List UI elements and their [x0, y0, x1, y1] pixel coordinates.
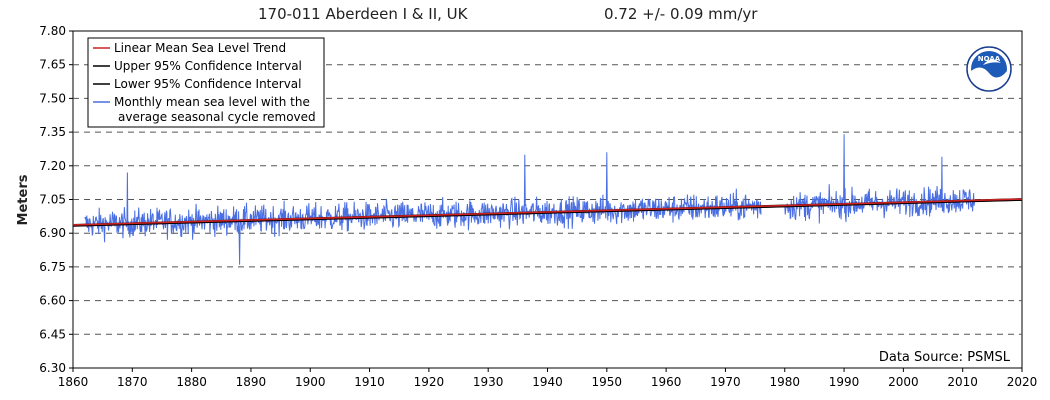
- legend-label-trend: Linear Mean Sea Level Trend: [114, 41, 286, 55]
- y-axis-ticks: 7.80 7.65 7.50 7.35 7.20 7.05 6.90 6.75 6.60 6.45…: [39, 24, 73, 375]
- x-tick-label: 1980: [769, 375, 800, 389]
- x-tick-label: 1990: [829, 375, 860, 389]
- x-tick-label: 1860: [58, 375, 89, 389]
- x-tick-label: 1930: [473, 375, 504, 389]
- lower-confidence-line: [72, 199, 1023, 227]
- x-tick-label: 1950: [592, 375, 623, 389]
- y-tick-label: 7.20: [39, 159, 66, 173]
- x-tick-label: 1900: [295, 375, 326, 389]
- legend-label-monthly-line2: average seasonal cycle removed: [118, 110, 316, 124]
- legend-label-monthly: Monthly mean sea level with the: [114, 95, 310, 109]
- y-tick-label: 7.80: [39, 24, 66, 38]
- y-tick-label: 6.75: [39, 260, 66, 274]
- noaa-logo-text: NOAA: [978, 55, 1001, 63]
- y-tick-label: 6.60: [39, 294, 66, 308]
- legend-label-upper: Upper 95% Confidence Interval: [114, 59, 302, 73]
- x-tick-label: 1910: [354, 375, 385, 389]
- x-tick-label: 2010: [947, 375, 978, 389]
- x-axis-ticks: 1860 1870 1880 1890 1900 1910 1920 1930 1940 1950…: [58, 368, 1038, 389]
- x-tick-label: 1960: [651, 375, 682, 389]
- y-tick-label: 7.50: [39, 91, 66, 105]
- noaa-logo-icon: NOAA: [966, 46, 1012, 92]
- y-tick-label: 7.05: [39, 193, 66, 207]
- data-source-label: Data Source: PSMSL: [879, 350, 1011, 365]
- x-tick-label: 1890: [236, 375, 267, 389]
- x-tick-label: 1970: [710, 375, 741, 389]
- monthly-sea-level-series-recent: [784, 134, 975, 224]
- trend-line: [72, 198, 1023, 227]
- y-tick-label: 6.30: [39, 361, 66, 375]
- station-title: 170-011 Aberdeen I & II, UK: [258, 5, 469, 23]
- x-tick-label: 1870: [117, 375, 148, 389]
- x-tick-label: 1940: [532, 375, 563, 389]
- x-tick-label: 2000: [888, 375, 919, 389]
- x-tick-label: 2020: [1007, 375, 1038, 389]
- legend: Linear Mean Sea Level Trend Upper 95% Co…: [87, 37, 325, 128]
- x-tick-label: 1880: [176, 375, 207, 389]
- y-tick-label: 7.65: [39, 58, 66, 72]
- legend-label-lower: Lower 95% Confidence Interval: [114, 77, 302, 91]
- y-axis-label: Meters: [16, 174, 31, 225]
- trend-rate: 0.72 +/- 0.09 mm/yr: [604, 5, 758, 23]
- y-tick-label: 6.45: [39, 327, 66, 341]
- y-tick-label: 6.90: [39, 226, 66, 240]
- y-tick-label: 7.35: [39, 125, 66, 139]
- x-tick-label: 1920: [414, 375, 445, 389]
